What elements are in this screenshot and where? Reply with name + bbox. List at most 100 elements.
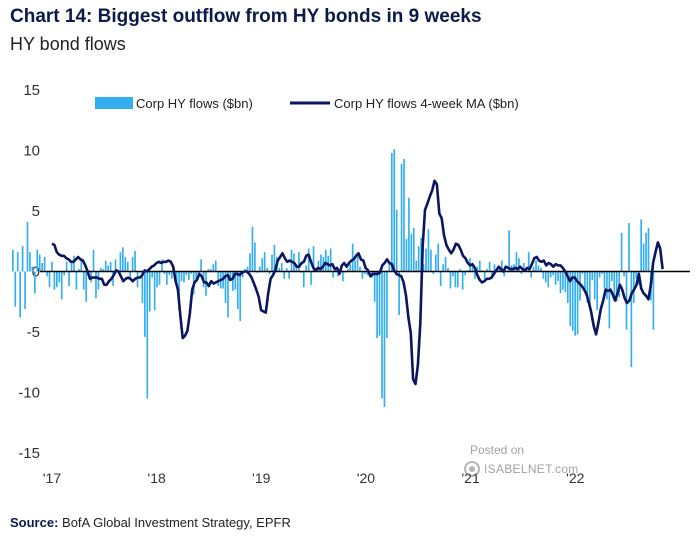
chart-subtitle: HY bond flows — [10, 34, 126, 54]
flow-bar — [148, 271, 151, 312]
flow-bar — [542, 271, 545, 279]
flow-bar — [439, 271, 442, 287]
flow-bar — [351, 243, 354, 272]
watermark: Posted on ISABELNET.com — [462, 443, 592, 489]
flow-bar — [574, 271, 576, 336]
flow-bar — [227, 271, 229, 318]
flow-bar — [386, 271, 388, 339]
flow-bar — [420, 237, 422, 272]
source-text: BofA Global Investment Strategy, EPFR — [62, 515, 291, 530]
flow-bar — [229, 271, 232, 279]
flow-bar — [168, 271, 171, 276]
flow-bar — [258, 266, 261, 272]
flow-bar — [537, 265, 540, 272]
legend-label-ma: Corp HY flows 4-week MA ($bn) — [334, 96, 519, 111]
watermark-logo-icon — [464, 461, 480, 477]
flow-bar — [153, 271, 156, 311]
flow-bar — [114, 259, 117, 272]
flow-bar — [471, 265, 474, 272]
flow-bar — [307, 248, 310, 272]
flow-bar — [608, 271, 611, 329]
flow-bar — [273, 244, 276, 272]
flow-bar — [324, 249, 327, 272]
flow-bar — [180, 271, 183, 282]
flow-bar — [430, 249, 432, 272]
flow-bar — [280, 263, 283, 272]
flow-bar — [51, 261, 53, 272]
flow-bar — [31, 266, 34, 272]
flow-bar — [586, 271, 589, 303]
flow-bar — [535, 260, 537, 272]
flow-bar — [305, 265, 308, 272]
y-tick-label: 15 — [23, 82, 40, 99]
flow-bar — [124, 256, 127, 272]
flow-bar — [361, 271, 364, 279]
flow-bar — [442, 264, 444, 272]
flow-bar — [359, 266, 361, 272]
flow-bar — [68, 271, 70, 287]
flow-bar — [476, 266, 479, 272]
flow-bar — [183, 271, 185, 283]
flow-bar — [232, 271, 234, 291]
flow-bar — [515, 252, 518, 272]
flow-bar — [603, 271, 606, 289]
flow-bar — [454, 271, 457, 288]
flow-bar — [356, 255, 359, 272]
x-tick-label: '17 — [43, 470, 61, 486]
y-tick-label: 0 — [32, 264, 40, 281]
flow-bar — [415, 260, 418, 272]
flow-bar — [606, 271, 608, 300]
flow-bar — [557, 271, 559, 282]
flow-bar — [119, 252, 122, 272]
flow-bar — [422, 264, 425, 272]
flow-bar — [373, 271, 376, 302]
flow-bar — [522, 263, 525, 272]
flow-bar — [364, 271, 366, 274]
flow-bar — [263, 252, 266, 272]
flow-bar — [503, 271, 506, 277]
flow-bar — [302, 271, 305, 288]
flow-bar — [166, 271, 168, 285]
y-tick-label: -10 — [18, 385, 40, 402]
flow-bar — [158, 271, 161, 285]
flow-bar — [464, 271, 466, 276]
flow-bar — [403, 158, 405, 272]
flow-bar — [144, 271, 146, 337]
flow-bar — [337, 271, 339, 277]
flow-bar — [102, 269, 105, 272]
flow-bar — [14, 271, 17, 307]
flow-bar — [584, 271, 586, 291]
flow-bar — [630, 271, 633, 368]
flow-bar — [170, 271, 173, 279]
flow-bar — [400, 163, 403, 272]
flow-bar — [378, 271, 381, 336]
flow-bar — [246, 266, 249, 272]
flow-bar — [647, 227, 650, 272]
flow-bar — [207, 269, 210, 272]
flow-bar — [136, 271, 139, 288]
flow-bar — [532, 266, 535, 272]
flow-bar — [434, 254, 437, 272]
flow-bar — [452, 271, 454, 277]
flow-bar — [395, 209, 398, 272]
flow-bar — [628, 223, 630, 272]
flow-bar — [544, 271, 547, 283]
flow-bar — [161, 259, 163, 272]
flow-bar — [530, 271, 532, 278]
flow-bar — [632, 271, 635, 303]
flow-bar — [417, 246, 420, 272]
flow-bar — [271, 254, 273, 272]
source-label: Source: — [10, 515, 59, 530]
flow-bar — [591, 271, 594, 280]
flow-bar — [474, 271, 476, 279]
flow-bar — [620, 232, 623, 272]
flow-bar — [283, 271, 286, 279]
flow-bar — [92, 249, 95, 272]
flow-bar — [398, 271, 400, 316]
flow-bar — [444, 256, 447, 272]
flow-bar — [554, 271, 557, 285]
flow-bar — [112, 271, 114, 287]
watermark-site-text: ISABELNET.com — [484, 462, 579, 476]
flow-bar — [12, 249, 14, 272]
flow-bar — [85, 271, 88, 302]
